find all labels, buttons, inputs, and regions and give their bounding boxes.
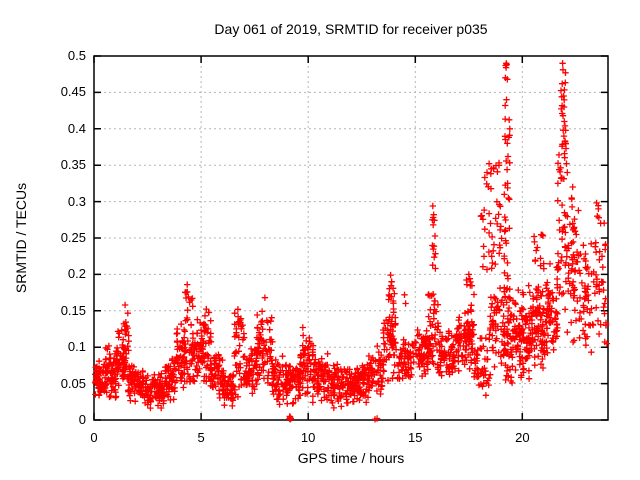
y-tick-label-0.3: 0.3 — [67, 193, 86, 209]
y-tick-label-0.4: 0.4 — [67, 120, 86, 136]
chart-title: Day 061 of 2019, SRMTID for receiver p03… — [214, 21, 488, 37]
x-tick-label-0: 0 — [90, 430, 98, 445]
x-axis-label: GPS time / hours — [297, 450, 405, 466]
y-tick-label-0.1: 0.1 — [67, 339, 86, 355]
data-points-srmtid — [91, 60, 611, 423]
x-tick-label-10: 10 — [300, 430, 316, 445]
x-tick-label-5: 5 — [197, 430, 205, 445]
y-tick-label-0.15: 0.15 — [60, 302, 86, 318]
y-tick-label-0.05: 0.05 — [60, 375, 86, 391]
y-tick-label-0: 0 — [78, 412, 86, 427]
y-tick-label-0.25: 0.25 — [60, 230, 86, 245]
grid-lines — [94, 56, 608, 420]
y-tick-label-0.2: 0.2 — [67, 266, 86, 282]
x-tick-label-20: 20 — [515, 430, 530, 445]
y-tick-label-0.45: 0.45 — [60, 84, 86, 100]
y-tick-label-0.35: 0.35 — [60, 157, 86, 173]
x-tick-label-15: 15 — [408, 430, 423, 445]
y-tick-label-0.5: 0.5 — [67, 48, 86, 63]
plot-frame — [93, 55, 609, 421]
